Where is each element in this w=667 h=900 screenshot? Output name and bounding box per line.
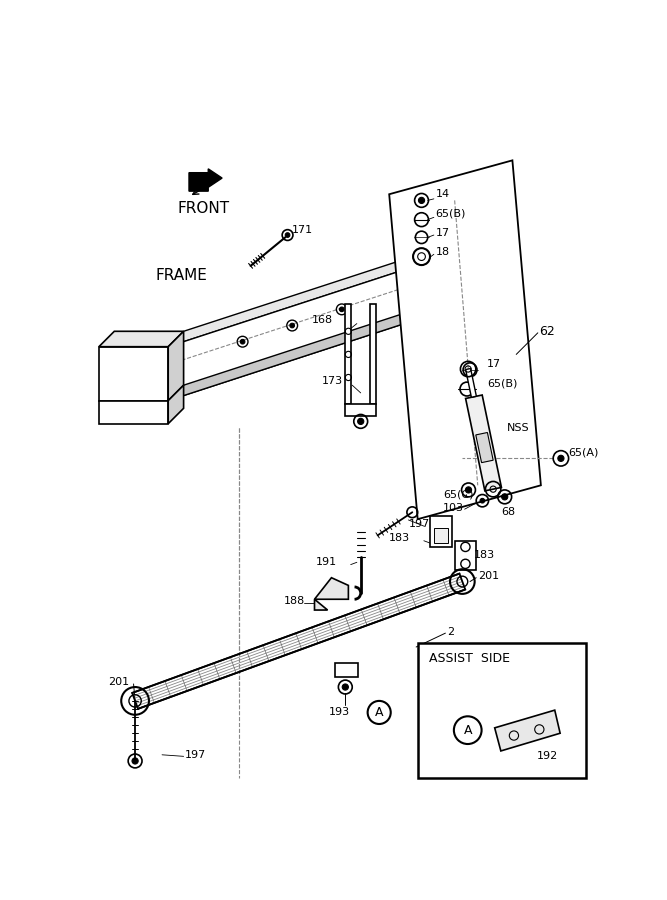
Text: 2: 2 — [447, 626, 454, 636]
Polygon shape — [168, 266, 416, 400]
Text: 65(C): 65(C) — [443, 490, 474, 500]
Text: 14: 14 — [436, 189, 450, 199]
Polygon shape — [389, 160, 541, 519]
Polygon shape — [346, 304, 352, 404]
Circle shape — [466, 487, 472, 493]
Circle shape — [342, 684, 348, 690]
Polygon shape — [168, 331, 183, 400]
Text: 65(B): 65(B) — [436, 209, 466, 219]
Text: 201: 201 — [108, 677, 129, 687]
Polygon shape — [476, 433, 493, 463]
Polygon shape — [315, 578, 348, 599]
Circle shape — [480, 499, 485, 503]
Polygon shape — [430, 516, 452, 547]
Circle shape — [290, 323, 295, 328]
Polygon shape — [346, 404, 376, 416]
Text: FRAME: FRAME — [156, 268, 207, 284]
Text: 183: 183 — [474, 550, 495, 560]
Text: 103: 103 — [443, 503, 464, 513]
Polygon shape — [418, 644, 586, 778]
Polygon shape — [315, 599, 327, 610]
Text: FRONT: FRONT — [177, 201, 229, 216]
Text: 65(A): 65(A) — [568, 447, 599, 457]
Text: 171: 171 — [291, 225, 313, 235]
Polygon shape — [168, 250, 432, 346]
Polygon shape — [189, 169, 222, 191]
Text: 197: 197 — [185, 750, 206, 760]
Text: 173: 173 — [322, 376, 344, 386]
Text: 197: 197 — [408, 518, 430, 529]
Text: ASSIST  SIDE: ASSIST SIDE — [430, 652, 510, 665]
Circle shape — [240, 339, 245, 344]
Polygon shape — [495, 710, 560, 751]
Circle shape — [558, 455, 564, 462]
Polygon shape — [466, 395, 502, 491]
Text: 192: 192 — [537, 752, 558, 761]
Text: 65(B): 65(B) — [487, 379, 518, 389]
Text: 17: 17 — [487, 359, 501, 369]
Text: 201: 201 — [478, 572, 499, 581]
Text: A: A — [375, 706, 384, 719]
Text: A: A — [464, 724, 472, 737]
Polygon shape — [434, 527, 448, 543]
Polygon shape — [168, 385, 183, 424]
Text: 62: 62 — [540, 325, 555, 338]
Text: 191: 191 — [316, 557, 337, 567]
Text: 193: 193 — [328, 707, 350, 717]
Circle shape — [285, 233, 290, 238]
Text: 18: 18 — [436, 247, 450, 257]
Polygon shape — [455, 541, 476, 570]
Circle shape — [132, 758, 138, 764]
Polygon shape — [370, 304, 376, 404]
Polygon shape — [168, 304, 432, 400]
Polygon shape — [99, 400, 168, 424]
Text: NSS: NSS — [507, 423, 530, 433]
Text: 68: 68 — [501, 508, 515, 518]
Text: 188: 188 — [283, 596, 305, 606]
Text: 17: 17 — [436, 228, 450, 238]
Circle shape — [418, 197, 425, 203]
Polygon shape — [99, 346, 168, 400]
Polygon shape — [466, 368, 476, 397]
Circle shape — [340, 307, 344, 311]
Polygon shape — [336, 663, 358, 677]
Circle shape — [358, 418, 364, 425]
Text: 183: 183 — [389, 533, 410, 543]
Circle shape — [502, 494, 508, 500]
Polygon shape — [99, 331, 183, 346]
Text: 168: 168 — [312, 315, 334, 325]
